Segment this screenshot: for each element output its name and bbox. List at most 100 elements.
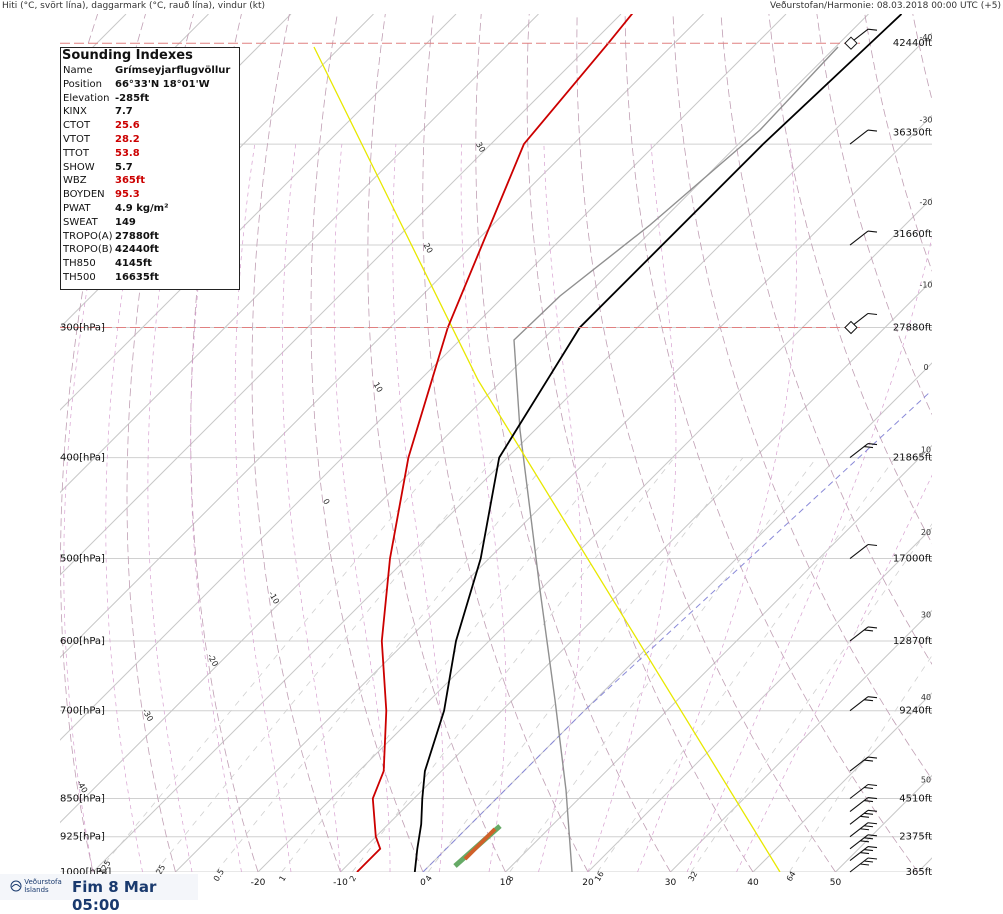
index-label: KINX [63,105,87,119]
dewpoint-series [357,0,714,872]
x-tick-label: 40 [747,878,759,888]
mixing-ratio-line [789,458,1003,872]
index-value: -285ft [115,92,149,106]
x-tick-label: -20 [251,878,266,888]
wind-barb-feather [868,627,877,628]
footer-bar: Veðurstofa Íslands Fim 8 Mar 05:00 [0,874,198,900]
index-value: 95.3 [115,188,140,202]
index-value: 66°33'N 18°01'W [115,78,210,92]
wind-barb-feather [868,858,877,859]
x-tick-label: 20 [582,878,594,888]
wind-barb-feather [868,835,877,836]
logo-line-1: Veðurstofa [24,878,62,886]
wind-barb [850,858,877,872]
index-value: 42440ft [115,243,159,257]
wind-barb-feather [868,823,877,824]
wind-barb-feather [864,447,873,448]
wind-barb-feather [868,313,877,314]
index-label: Position [63,78,102,92]
wind-barb-feather [864,813,873,814]
moist-adiabat [588,144,676,872]
dry-adiabat [865,14,1003,872]
dry-adiabat [368,14,506,872]
moist-adiabat [235,144,291,872]
index-value: 4.9 kg/m² [115,202,168,216]
index-value: 27880ft [115,230,159,244]
wind-barb-feather [860,853,869,854]
pressure-label: 500[hPa] [60,554,105,565]
pressure-label: 850[hPa] [60,793,105,804]
mixing-ratio-line [691,458,979,872]
pressure-label: 300[hPa] [60,322,105,333]
index-label: TROPO(A) [63,230,112,244]
index-label: TH500 [63,271,96,285]
freezing-level-line [423,392,930,872]
dry-adiabat [769,14,1003,872]
isotherm-label: -10 [919,281,932,290]
height-label: 12870ft [893,636,932,647]
wind-barb-staff [850,697,868,711]
index-value: 5.7 [115,161,133,175]
wind-barb [850,784,877,798]
index-value: 365ft [115,174,145,188]
mixing-ratio-label: 2 [348,874,358,883]
logo-line-2: Íslands [24,886,48,894]
height-label: 9240ft [899,706,932,717]
wind-barb-feather [864,787,873,788]
isotherm-line [918,14,1003,872]
height-label: 36350ft [893,128,932,139]
wind-barb-feather [860,816,869,817]
mixing-ratio-label: 1 [277,874,287,883]
wind-barb-feather [868,130,877,131]
wind-barb-staff [850,444,868,458]
isotherm-label: 20 [921,528,931,537]
dry-adiabat [577,14,836,872]
index-value: 16635ft [115,271,159,285]
wind-barb-feather [860,829,869,830]
wind-barb [850,810,877,824]
index-label: SWEAT [63,216,98,230]
wind-barb-feather [864,700,873,701]
index-label: WBZ [63,174,87,188]
isotherm-label: 10 [921,446,931,455]
wind-barb [850,627,877,641]
mixing-ratio-line [352,458,674,872]
vedurstofa-logo: Veðurstofa Íslands [10,878,62,894]
wind-barb-feather [868,697,877,698]
index-value: 149 [115,216,136,230]
isotherm-label: -40 [919,33,932,42]
dry-adiabat-label: -40 [75,779,89,795]
dry-adiabat [913,14,1003,872]
x-tick-label: 50 [830,878,842,888]
mixing-ratio-line [428,458,743,872]
wind-barbs [845,29,877,872]
index-value: 25.6 [115,119,140,133]
height-label: 365ft [906,867,932,878]
wind-barb [850,697,877,711]
moist-adiabat [539,144,582,872]
wind-barb-feather [868,847,877,848]
x-tick-label: -10 [333,878,348,888]
wind-barb [850,545,877,559]
wind-barb-feather [864,760,873,761]
index-label: SHOW [63,161,95,175]
pressure-label: 400[hPa] [60,453,105,464]
wind-barb-feather [864,801,873,802]
index-value: Grímseyjarflugvöllur [115,64,230,78]
mixing-ratio-line [98,458,442,872]
wind-barb-staff [850,798,868,812]
mixing-ratio-line [597,458,895,872]
mixing-ratio-line [282,458,611,872]
index-value: 4145ft [115,257,152,271]
index-row: TROPO(B)42440ft [61,243,239,257]
parcel-curve [514,47,838,872]
logo-icon [10,880,22,892]
index-label: Elevation [63,92,109,106]
index-row: Position 66°33'N 18°01'W [61,78,239,92]
index-label: VTOT [63,133,90,147]
